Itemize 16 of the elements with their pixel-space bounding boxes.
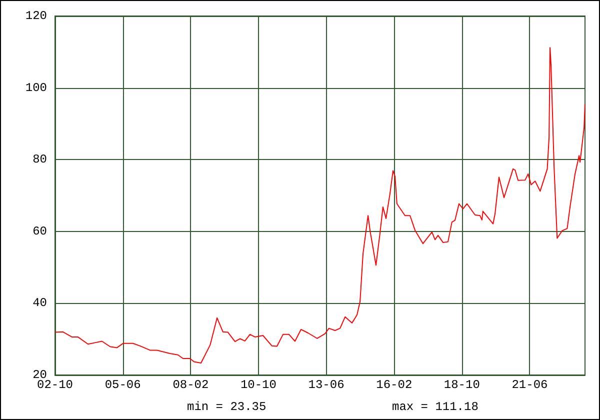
x-tick-label: 13-06 — [308, 378, 344, 392]
y-tick-label: 60 — [32, 224, 47, 238]
text: min = 23.35 — [187, 400, 266, 414]
x-tick-label: 08-02 — [172, 378, 209, 392]
text: max = 111.18 — [392, 400, 478, 414]
x-tick-label: 16-02 — [376, 378, 412, 392]
x-tick-label: 21-06 — [512, 378, 548, 392]
line-series — [54, 47, 586, 364]
y-tick-label: 40 — [32, 296, 47, 310]
y-tick-label: 100 — [25, 80, 47, 95]
y-tick-label: 120 — [25, 9, 47, 23]
y-tick-label: 80 — [32, 152, 47, 167]
x-tick-label: 10-10 — [240, 378, 276, 392]
x-tick-label: 02-10 — [36, 378, 74, 392]
x-tick-label: 18-10 — [444, 378, 480, 392]
x-tick-label: 05-06 — [104, 378, 141, 392]
